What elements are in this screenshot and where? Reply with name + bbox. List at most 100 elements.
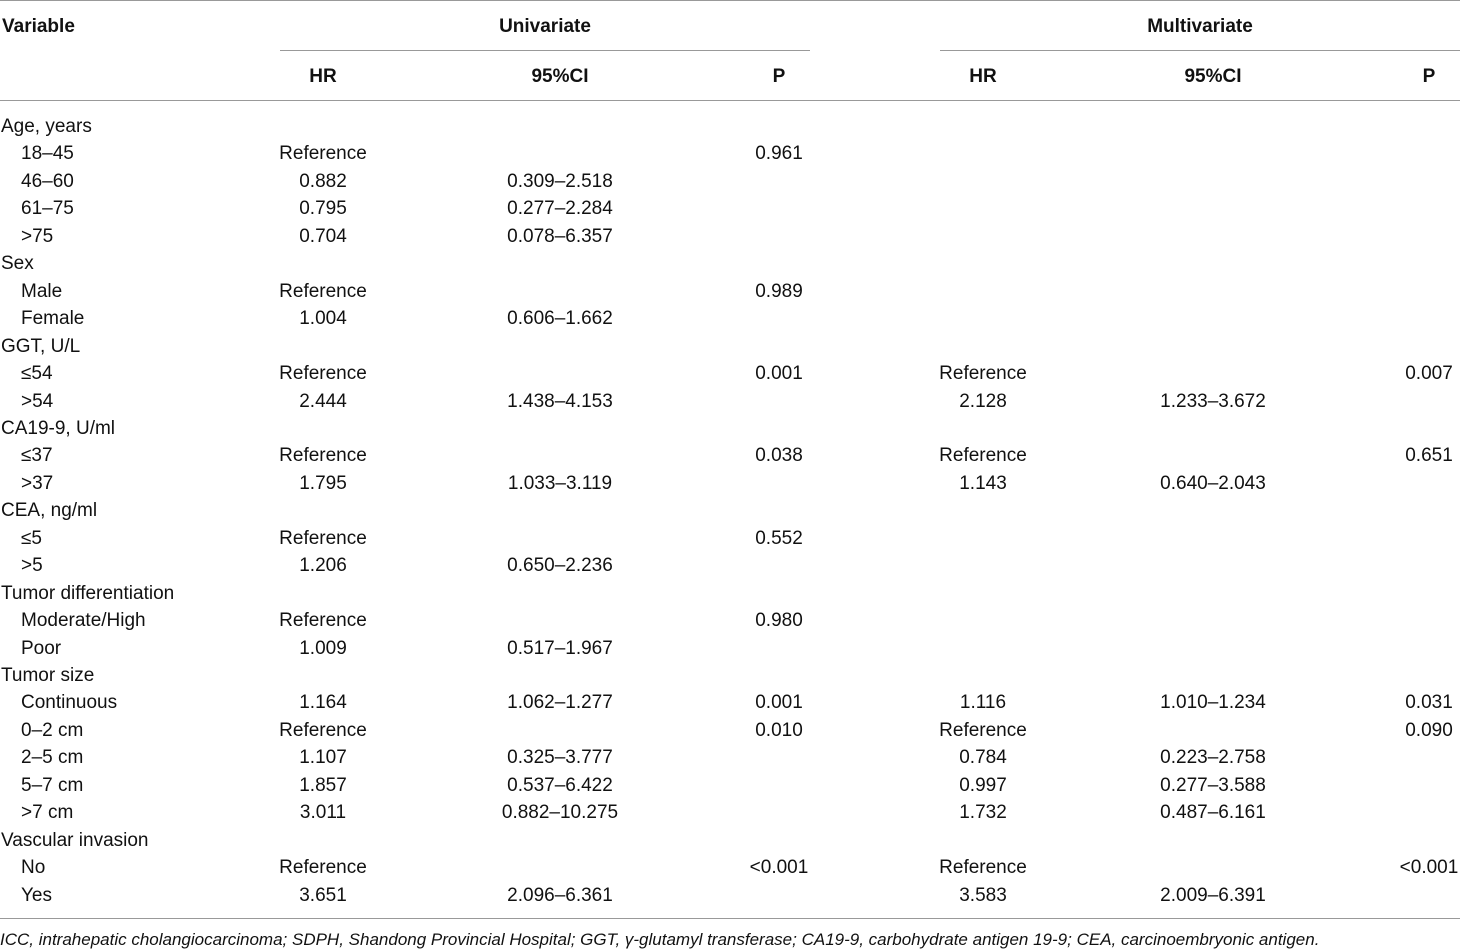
univariate-p-cell: 0.001: [755, 363, 803, 385]
row-label: Female: [21, 308, 85, 330]
multivariate-ci-cell: 0.223–2.758: [1160, 747, 1266, 769]
row-label: ≤37: [21, 445, 53, 467]
header-u-hr: HR: [309, 66, 337, 87]
row-label: Yes: [21, 884, 52, 906]
univariate-p-cell: 0.001: [755, 692, 803, 714]
univariate-ci-cell: 0.325–3.777: [507, 747, 613, 769]
univariate-p-cell: 0.989: [755, 280, 803, 302]
group-label: Sex: [1, 253, 34, 275]
bottom-rule: [0, 918, 1460, 919]
univariate-hr-cell: Reference: [279, 280, 367, 302]
group-label: Tumor differentiation: [1, 582, 175, 604]
univariate-hr-cell: Reference: [279, 610, 367, 632]
table-footnote: ICC, intrahepatic cholangiocarcinoma; SD…: [0, 930, 1320, 949]
multivariate-p-cell: 0.651: [1405, 445, 1453, 467]
row-label: >5: [21, 555, 43, 577]
multivariate-ci-cell: 0.277–3.588: [1160, 774, 1266, 796]
header-m-hr: HR: [969, 66, 997, 87]
univariate-hr-cell: 0.704: [299, 225, 347, 247]
multivariate-rule: [940, 50, 1460, 51]
univariate-ci-cell: 0.078–6.357: [507, 225, 613, 247]
row-label: 2–5 cm: [21, 747, 84, 769]
header-variable: Variable: [2, 16, 75, 37]
univariate-ci-cell: 0.277–2.284: [507, 198, 613, 220]
row-label: 5–7 cm: [21, 774, 84, 796]
univariate-ci-cell: 1.033–3.119: [507, 472, 613, 494]
multivariate-hr-cell: 2.128: [959, 390, 1007, 412]
univariate-hr-cell: 0.882: [299, 170, 347, 192]
multivariate-p-cell: <0.001: [1399, 857, 1459, 879]
multivariate-hr-cell: Reference: [939, 719, 1027, 741]
row-label: >7 cm: [21, 802, 74, 824]
group-label: CEA, ng/ml: [1, 500, 98, 522]
multivariate-ci-cell: 2.009–6.391: [1160, 884, 1266, 906]
univariate-hr-cell: 3.651: [299, 884, 347, 906]
header-m-p: P: [1422, 66, 1436, 87]
univariate-ci-cell: 0.537–6.422: [507, 774, 613, 796]
header-m-ci: 95%CI: [1184, 66, 1242, 87]
univariate-hr-cell: Reference: [279, 527, 367, 549]
univariate-ci-cell: 0.309–2.518: [507, 170, 613, 192]
multivariate-hr-cell: 3.583: [959, 884, 1007, 906]
multivariate-ci-cell: 1.233–3.672: [1160, 390, 1266, 412]
multivariate-p-cell: 0.007: [1405, 363, 1453, 385]
multivariate-hr-cell: 1.116: [959, 692, 1007, 714]
group-label: Tumor size: [1, 665, 95, 686]
multivariate-hr-cell: Reference: [939, 363, 1027, 385]
multivariate-ci-cell: 1.010–1.234: [1160, 692, 1266, 714]
header-univariate: Univariate: [499, 16, 591, 37]
univariate-p-cell: 0.010: [755, 719, 803, 741]
group-label: Age, years: [1, 116, 92, 137]
univariate-hr-cell: 1.857: [299, 774, 347, 796]
univariate-hr-cell: 0.795: [299, 198, 347, 220]
row-label: Male: [21, 280, 63, 302]
univariate-ci-cell: 1.438–4.153: [507, 390, 613, 412]
row-label: 18–45: [21, 143, 74, 165]
row-label: Continuous: [21, 692, 118, 714]
row-label: Moderate/High: [21, 610, 146, 632]
univariate-ci-cell: 2.096–6.361: [507, 884, 613, 906]
univariate-hr-cell: 1.795: [299, 472, 347, 494]
group-label: CA19-9, U/ml: [1, 417, 116, 439]
multivariate-p-cell: 0.031: [1405, 692, 1453, 714]
univariate-hr-cell: Reference: [279, 857, 367, 879]
group-label: Vascular invasion: [1, 829, 149, 851]
univariate-hr-cell: Reference: [279, 445, 367, 467]
top-rule: [0, 0, 1460, 1]
univariate-hr-cell: 1.206: [299, 555, 347, 577]
univariate-ci-cell: 0.882–10.275: [501, 802, 619, 824]
header-u-ci: 95%CI: [531, 66, 589, 87]
univariate-rule: [280, 50, 810, 51]
multivariate-ci-cell: 0.640–2.043: [1160, 472, 1266, 494]
header-multivariate: Multivariate: [1147, 16, 1253, 37]
univariate-ci-cell: 0.606–1.662: [507, 308, 613, 330]
multivariate-hr-cell: Reference: [939, 857, 1027, 879]
univariate-hr-cell: 2.444: [299, 390, 347, 412]
univariate-hr-cell: Reference: [279, 363, 367, 385]
multivariate-hr-cell: 0.997: [959, 774, 1007, 796]
univariate-ci-cell: 0.517–1.967: [507, 637, 613, 659]
univariate-hr-cell: 1.004: [299, 308, 347, 330]
header-rule: [0, 100, 1460, 101]
univariate-p-cell: 0.552: [755, 527, 803, 549]
univariate-p-cell: 0.980: [755, 610, 803, 632]
row-label: >37: [21, 472, 54, 494]
row-label: 0–2 cm: [21, 719, 84, 741]
row-label: >75: [21, 225, 54, 247]
row-label: No: [21, 857, 46, 879]
univariate-hr-cell: 1.009: [299, 637, 347, 659]
univariate-p-cell: 0.961: [755, 143, 803, 165]
multivariate-hr-cell: 1.143: [959, 472, 1007, 494]
row-label: ≤5: [21, 527, 42, 549]
row-label: ≤54: [21, 363, 53, 385]
multivariate-hr-cell: 0.784: [959, 747, 1007, 769]
univariate-hr-cell: Reference: [279, 719, 367, 741]
group-label: GGT, U/L: [1, 335, 81, 357]
row-label: Poor: [21, 637, 62, 659]
multivariate-hr-cell: 1.732: [959, 802, 1007, 824]
univariate-hr-cell: 1.164: [299, 692, 347, 714]
header-u-p: P: [772, 66, 786, 87]
row-label: >54: [21, 390, 54, 412]
univariate-p-cell: <0.001: [749, 857, 809, 879]
row-label: 61–75: [21, 198, 74, 220]
